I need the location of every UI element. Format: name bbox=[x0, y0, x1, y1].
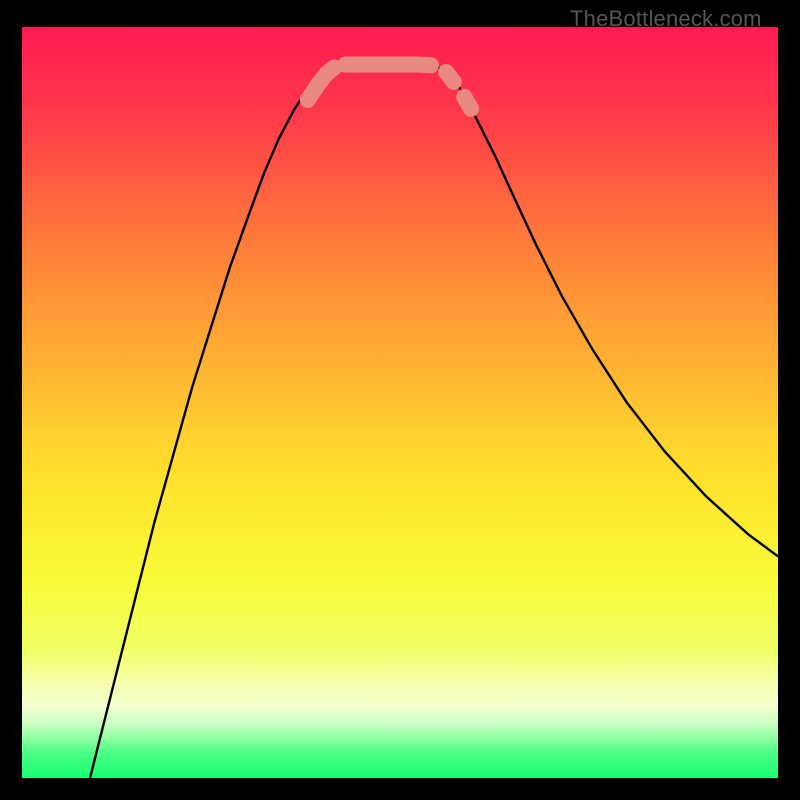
chart-root: TheBottleneck.com bbox=[0, 0, 800, 800]
gradient-background bbox=[22, 27, 778, 778]
watermark-text: TheBottleneck.com bbox=[570, 6, 762, 32]
highlight-segment bbox=[464, 97, 471, 109]
highlight-segment bbox=[346, 65, 431, 66]
chart-svg bbox=[0, 0, 800, 800]
highlight-segment bbox=[446, 72, 454, 82]
